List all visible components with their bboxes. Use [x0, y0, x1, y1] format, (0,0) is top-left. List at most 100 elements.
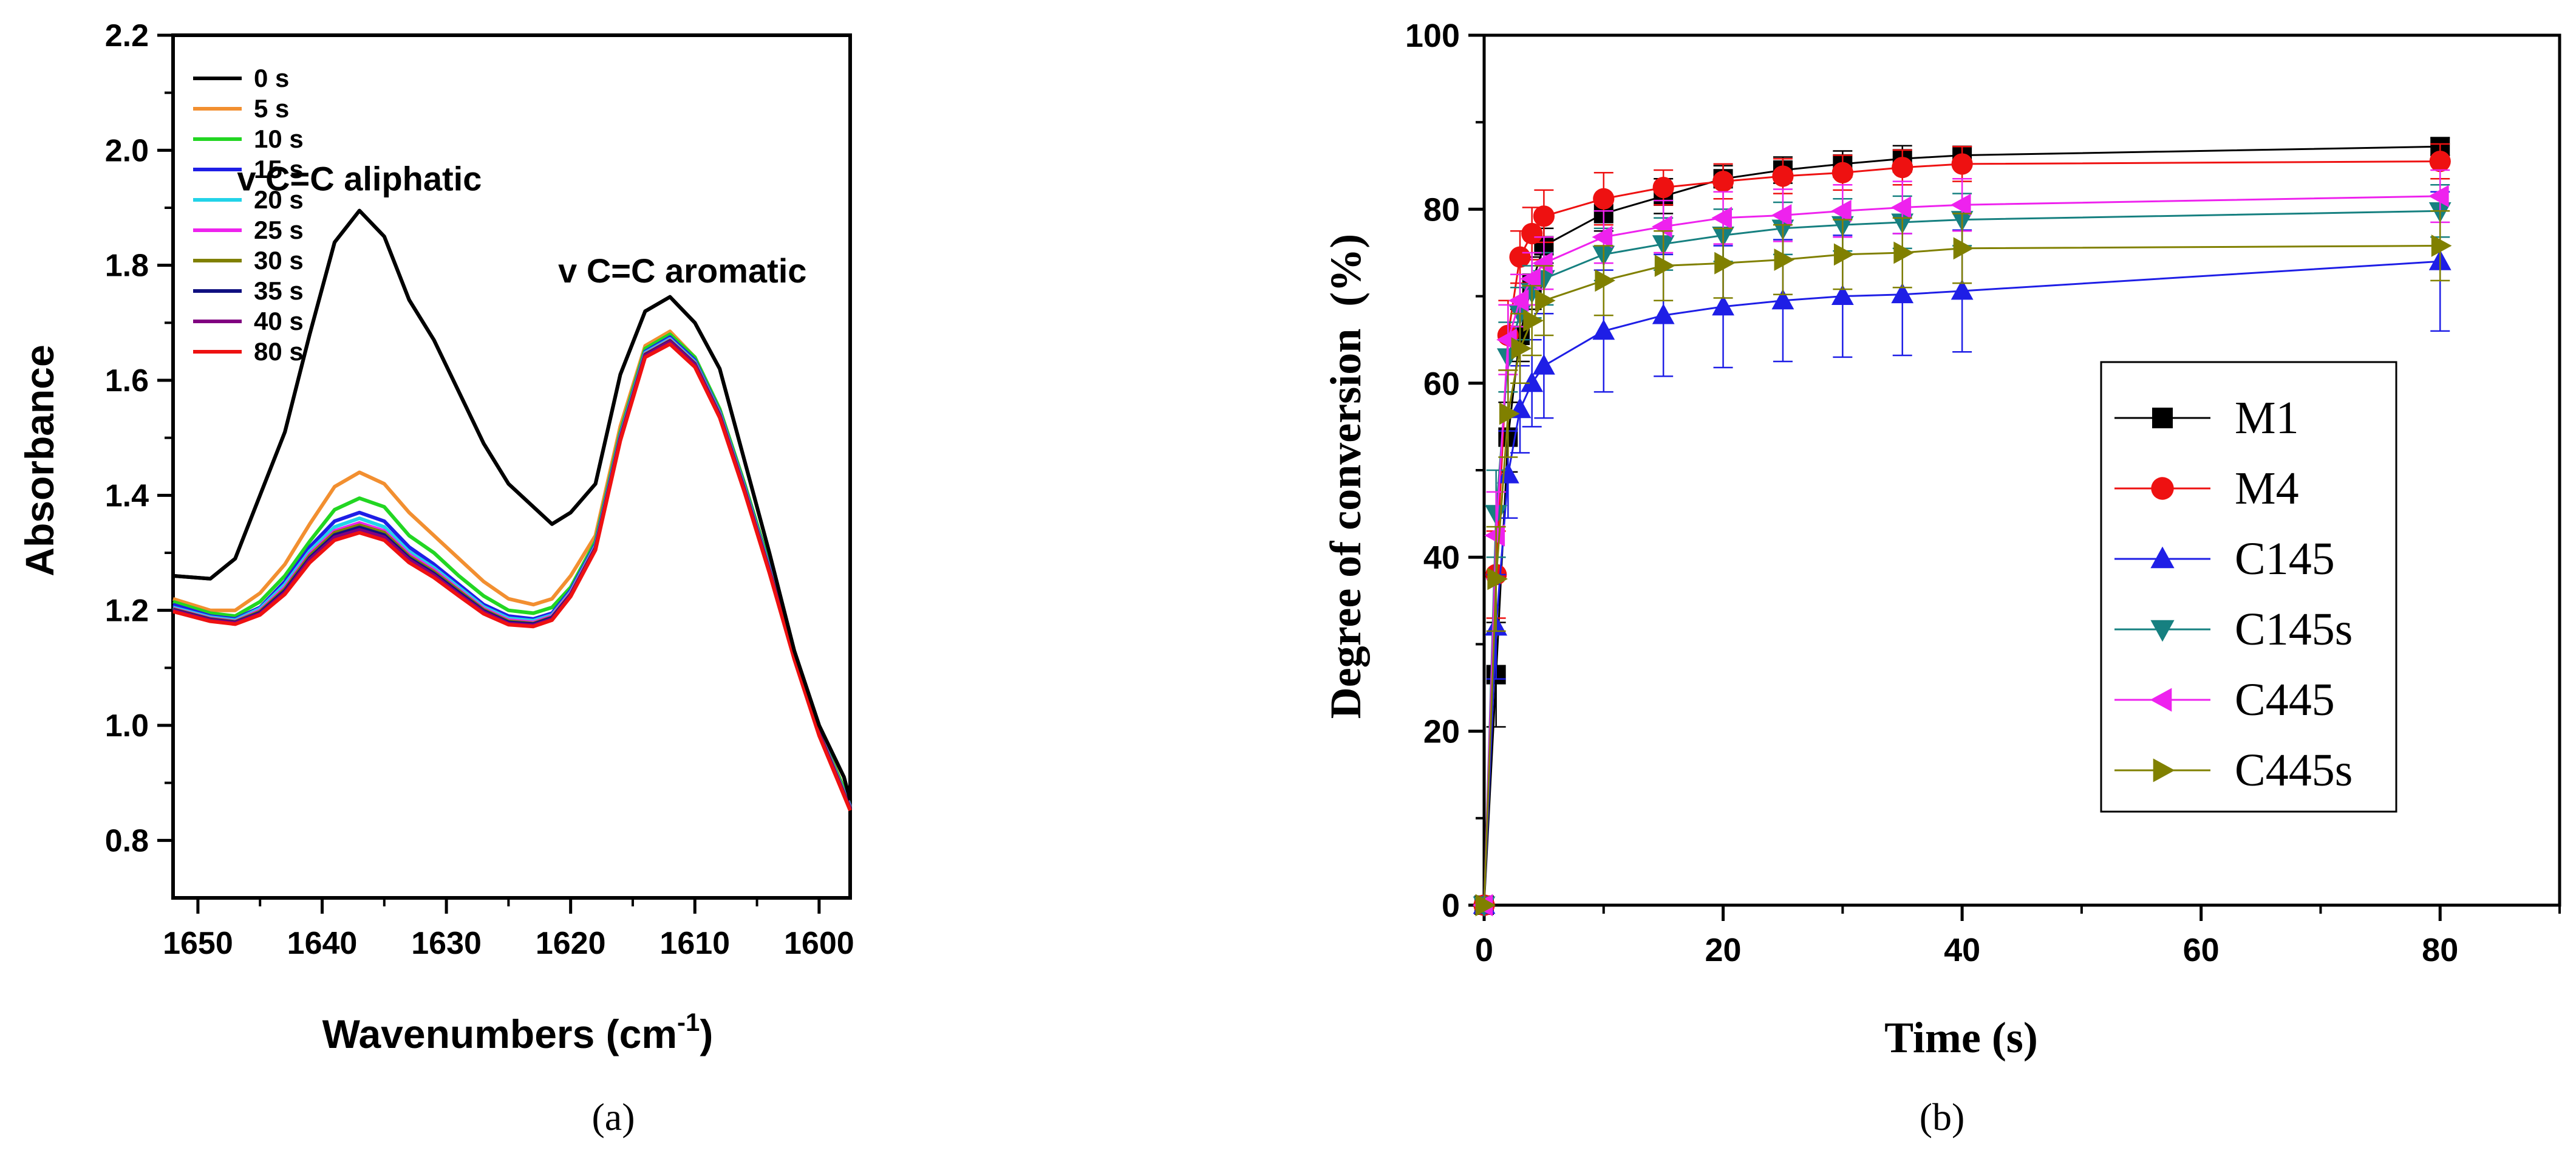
- panel-b-legend-marker-m1: [2152, 408, 2173, 428]
- panel-a-legend-label-10-s: 10 s: [254, 125, 304, 153]
- panel-b-data-point-m4: [1712, 170, 1734, 193]
- panel-a-x-axis-label-main: Wavenumbers (cm: [322, 1011, 677, 1056]
- panel-a-legend-label-5-s: 5 s: [254, 94, 289, 123]
- panel-b-series-line-c445s: [1483, 245, 2441, 906]
- panel-b-x-tick-label: 60: [2183, 932, 2220, 968]
- panel-a-x-tick-label: 1640: [287, 926, 358, 961]
- panel-b-data-point-m4: [1521, 222, 1543, 245]
- panel-b-legend-marker-c145: [2150, 546, 2175, 569]
- panel-b-data-point-m4: [1533, 205, 1555, 227]
- panel-b-data-point-c445: [1950, 193, 1971, 216]
- panel-b-legend-marker-m4: [2151, 477, 2174, 500]
- panel-b-y-tick-label: 100: [1405, 18, 1460, 54]
- panel-b-x-tick-label: 80: [2422, 932, 2458, 968]
- panel-a-x-tick-label: 1610: [659, 926, 730, 961]
- panel-a-legend-label-0-s: 0 s: [254, 64, 289, 92]
- panel-a-x-tick-label: 1620: [536, 926, 606, 961]
- panel-b-data-point-c445: [1520, 267, 1541, 290]
- panel-b-y-tick-label: 40: [1423, 539, 1460, 576]
- panel-b-y-tick-label: 80: [1423, 191, 1460, 228]
- panel-b-data-point-c145: [1831, 284, 1854, 305]
- panel-b-x-tick-label: 20: [1705, 932, 1742, 968]
- panel-b-legend-label-m4: M4: [2235, 463, 2299, 514]
- panel-b-y-tick-label: 20: [1423, 714, 1460, 750]
- panel-a-y-tick-label: 2.2: [105, 18, 149, 53]
- panel-a-plot-frame: [171, 33, 852, 900]
- panel-b-y-axis-label: Degree of conversion (%): [1321, 234, 1370, 719]
- panel-b-data-point-m4: [1652, 177, 1674, 199]
- panel-a-y-tick-label: 1.4: [105, 478, 149, 513]
- panel-b-y-tick-label: 60: [1423, 366, 1460, 402]
- panel-b-data-point-c145: [1652, 303, 1675, 324]
- panel-b-legend-label-c145s: C145s: [2235, 604, 2353, 655]
- panel-a-x-axis-label-close: ): [700, 1011, 713, 1056]
- panel-b-data-point-c445: [1711, 207, 1732, 230]
- panel-b-data-point-c445: [1508, 289, 1529, 312]
- panel-a-series-line-10-s: [172, 332, 852, 807]
- panel-b-data-point-c445: [1831, 199, 1852, 222]
- panel-b-data-point-c145: [1521, 371, 1544, 392]
- panel-b-data-point-c445: [2428, 185, 2449, 208]
- panel-b-plot-frame: [1482, 33, 2561, 907]
- panel-b-data-point-c445s: [1535, 289, 1556, 312]
- panel-b-label: (b): [1920, 1095, 1965, 1138]
- panel-a-series-line-0-s-top: [172, 208, 852, 801]
- panel-b-y-tick-label: 0: [1442, 888, 1460, 924]
- panel-b-data-point-c445s: [1511, 337, 1532, 360]
- panel-b-series-c445s: [1475, 210, 2452, 917]
- panel-a-y-tick-label: 0.8: [105, 823, 149, 858]
- panel-b-legend-marker-c445s: [2153, 758, 2175, 782]
- panel-b-data-point-c445s: [1523, 309, 1544, 332]
- panel-b-conversion-chart: 0 20 40 60 80 0 20 40 60 80 100 M1 M4 C145 C145s C445 C4…: [1321, 18, 2561, 1138]
- panel-a-legend-label-80-s: 80 s: [254, 337, 304, 366]
- panel-b-x-axis-label: Time (s): [1884, 1013, 2038, 1062]
- panel-b-data-point-m4: [1593, 188, 1615, 210]
- panel-a-x-tick-label: 1650: [163, 926, 233, 961]
- panel-a-y-tick-label: 1.8: [105, 248, 149, 284]
- panel-a-legend-label-15-s: 15 s: [254, 155, 304, 183]
- panel-b-data-point-c445: [1771, 204, 1792, 227]
- panel-b-data-point-c145: [1771, 289, 1794, 310]
- panel-b-data-point-c445s: [1714, 252, 1735, 275]
- panel-b-data-point-m4: [1951, 153, 1973, 175]
- panel-a-annotation: v C=C aliphatic: [237, 160, 482, 198]
- panel-b-legend-marker-c445: [2150, 688, 2172, 712]
- panel-b-data-point-m4: [1772, 165, 1794, 187]
- panel-b-data-point-c445s: [1893, 241, 1914, 264]
- panel-b-legend-marker-c145s: [2150, 620, 2175, 642]
- panel-b-legend-label-c445s: C445s: [2235, 745, 2353, 796]
- panel-a-annotation: v C=C aromatic: [558, 252, 806, 290]
- panel-b-data-point-m4: [2429, 151, 2451, 173]
- panel-b-data-point-c445s: [1774, 248, 1795, 271]
- panel-b-data-point-c145: [1951, 279, 1974, 300]
- panel-b-data-point-m4: [1831, 162, 1853, 183]
- panel-a-series-line-80-s: [172, 342, 852, 812]
- panel-a-legend-label-25-s: 25 s: [254, 216, 304, 244]
- panel-a-series-line-5-s: [172, 329, 852, 807]
- panel-a-y-tick-label: 2.0: [105, 133, 149, 168]
- panel-b-legend-label-c445: C445: [2235, 674, 2335, 725]
- panel-b-legend-label-m1: M1: [2235, 392, 2299, 443]
- panel-a-y-tick-label: 1.0: [105, 708, 149, 744]
- panel-a-series-line-15-s: [172, 335, 852, 807]
- panel-b-x-tick-label: 0: [1475, 932, 1493, 968]
- panel-a-x-axis-label: Wavenumbers (cm-1): [322, 1008, 714, 1056]
- panel-b-data-point-m4: [1892, 157, 1913, 179]
- panel-b-data-point-c445s: [1595, 269, 1615, 292]
- panel-b-legend-box: [2100, 361, 2397, 813]
- panel-a-y-tick-label: 1.2: [105, 594, 149, 629]
- panel-a-label: (a): [591, 1095, 635, 1138]
- panel-a-x-tick-label: 1630: [411, 926, 482, 961]
- panel-b-legend-label-c145: C145: [2235, 533, 2335, 584]
- panel-b-data-point-c145: [1592, 319, 1615, 340]
- panel-b-data-point-c445s: [1487, 567, 1508, 590]
- panel-a-legend-label-30-s: 30 s: [254, 246, 304, 275]
- panel-b-series-line-m1: [1483, 145, 2441, 906]
- panel-b-data-point-c445: [1532, 252, 1553, 275]
- panel-b-data-point-c145: [1891, 282, 1914, 304]
- panel-b-x-tick-label: 40: [1944, 932, 1980, 968]
- panel-b-data-point-c445s: [1953, 237, 1974, 260]
- panel-b-data-point-c145: [1533, 354, 1555, 375]
